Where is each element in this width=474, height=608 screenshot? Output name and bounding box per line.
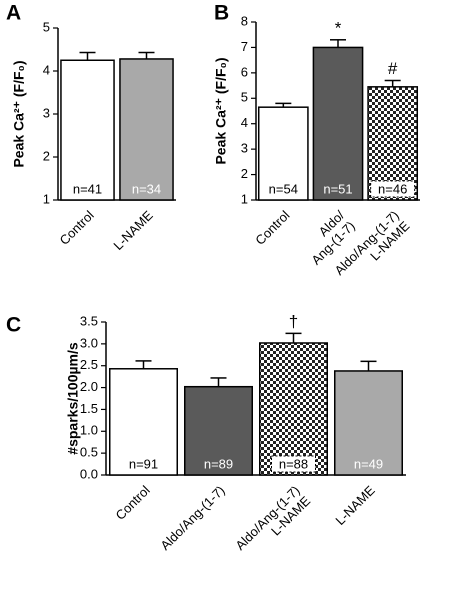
panel-letter: B: [214, 2, 229, 25]
y-axis-label: #sparks/100µm/s: [65, 342, 81, 455]
n-label: n=88: [279, 456, 308, 471]
y-tick-label: 4: [241, 115, 248, 130]
y-tick-label: 2.5: [80, 357, 98, 372]
y-tick-label: 7: [241, 39, 248, 54]
y-tick-label: 3.0: [80, 335, 98, 350]
y-tick-label: 5: [241, 90, 248, 105]
y-tick-label: 2.0: [80, 379, 98, 394]
n-label-box: [271, 455, 316, 473]
annotation: †: [289, 312, 298, 331]
annotation: *: [335, 18, 342, 37]
y-tick-label: 3: [241, 141, 248, 156]
x-tick-label: Aldo/Ang-(1-7)L-NAME: [233, 483, 314, 564]
n-label: n=41: [73, 181, 102, 196]
annotation: #: [388, 59, 398, 78]
panel-letter: A: [6, 2, 21, 25]
x-tick-label: Control: [113, 483, 153, 523]
n-label: n=46: [378, 181, 407, 196]
y-tick-label: 1.5: [80, 401, 98, 416]
bar: [259, 342, 328, 476]
bar: [119, 58, 174, 201]
n-label: n=89: [204, 456, 233, 471]
y-tick-label: 0.5: [80, 445, 98, 460]
y-tick-label: 8: [241, 13, 248, 28]
x-tick-label: L-NAME: [333, 483, 379, 529]
n-label: n=54: [269, 181, 298, 196]
n-label-box: [370, 180, 416, 198]
y-tick-label: 2: [241, 166, 248, 181]
x-tick-label: Control: [253, 208, 293, 248]
x-tick-label: L-NAME: [111, 208, 157, 254]
bar: [184, 385, 253, 476]
n-label: n=51: [323, 181, 352, 196]
y-tick-label: 1.0: [80, 423, 98, 438]
y-tick-label: 0.0: [80, 466, 98, 481]
bar: [109, 368, 178, 476]
y-tick-label: 5: [43, 19, 50, 34]
bar: [334, 370, 403, 476]
y-tick-label: 6: [241, 64, 248, 79]
x-tick-label: Aldo/Ang-(1-7): [158, 483, 228, 553]
n-label: n=49: [354, 456, 383, 471]
y-tick-label: 3: [43, 105, 50, 120]
bar: [312, 46, 364, 201]
n-label: n=34: [132, 181, 161, 196]
bar: [60, 59, 115, 201]
y-axis-label: Peak Ca²⁺ (F/F₀): [213, 57, 229, 164]
panel-letter: C: [6, 314, 21, 337]
x-tick-label: Control: [57, 208, 97, 248]
y-tick-label: 1: [43, 191, 50, 206]
y-tick-label: 3.5: [80, 313, 98, 328]
y-tick-label: 2: [43, 148, 50, 163]
n-label: n=91: [129, 456, 158, 471]
y-tick-label: 1: [241, 191, 248, 206]
y-axis-label: Peak Ca²⁺ (F/F₀): [11, 60, 27, 167]
y-tick-label: 4: [43, 62, 50, 77]
